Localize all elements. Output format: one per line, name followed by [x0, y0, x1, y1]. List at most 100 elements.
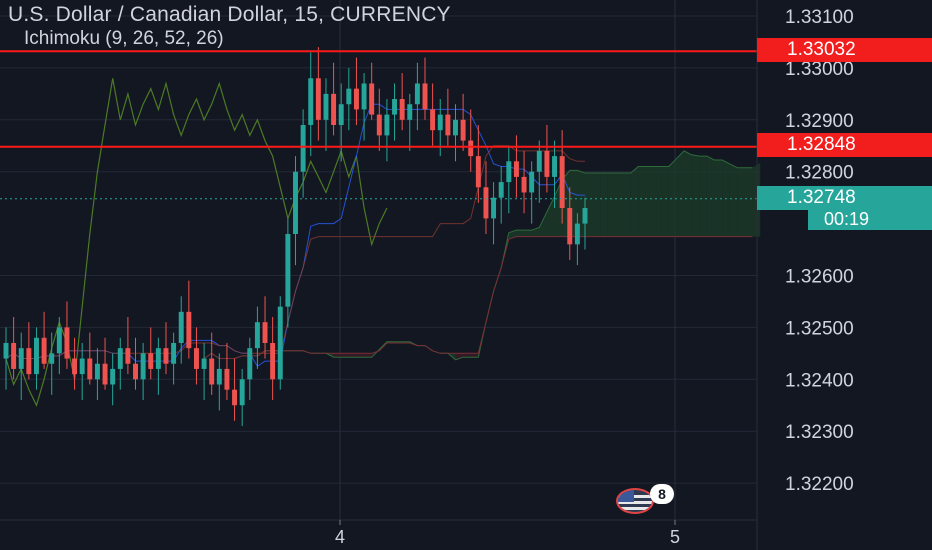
candle-body: [369, 83, 375, 115]
candle-body: [102, 363, 108, 385]
horizontal-lines[interactable]: [0, 50, 757, 200]
candle-body: [399, 99, 405, 120]
candle-body: [498, 182, 504, 198]
indicator-legend[interactable]: Ichimoku (9, 26, 52, 26): [24, 28, 224, 49]
candle: [521, 150, 527, 214]
candle-body: [87, 358, 93, 380]
candle-body: [232, 389, 238, 406]
candle-body: [506, 161, 512, 183]
candle: [133, 337, 138, 390]
kumo-segment: [684, 150, 692, 237]
candle-body: [224, 368, 230, 390]
kumo-segment: [348, 353, 357, 358]
candle-body: [445, 114, 451, 136]
kumo-segment: [630, 166, 639, 237]
candle-body: [193, 348, 199, 369]
candle: [64, 301, 70, 369]
candle: [33, 327, 39, 390]
kumo-segment: [676, 150, 685, 237]
price-tick-label: 1.32600: [785, 267, 854, 288]
candle: [430, 83, 436, 146]
price-tag-upper-line: 1.33032: [757, 38, 932, 62]
candle: [186, 280, 192, 359]
candle-body: [94, 363, 100, 380]
candle-body: [79, 358, 85, 375]
candle: [193, 327, 199, 385]
candle: [41, 311, 47, 369]
candle-body: [247, 348, 253, 380]
price-tag-last: 1.32748: [757, 186, 932, 210]
kumo-segment: [524, 230, 532, 237]
us-flag-icon: [616, 488, 654, 514]
candle-body: [483, 187, 489, 219]
candle-body: [178, 311, 184, 343]
kumo-segment: [539, 211, 547, 237]
chikou-span: [5, 78, 388, 407]
kumo-segment: [653, 166, 662, 237]
candle: [414, 62, 420, 131]
events-count: 8: [650, 484, 674, 504]
candle: [475, 124, 481, 203]
candle: [110, 353, 116, 406]
candle: [148, 327, 154, 380]
candle: [346, 67, 352, 131]
time-tick-label: 5: [670, 527, 680, 547]
candle: [369, 62, 375, 120]
candle-body: [209, 358, 215, 385]
candle: [338, 83, 344, 162]
candle: [513, 135, 519, 198]
candle: [392, 83, 398, 141]
candle-body: [300, 124, 306, 172]
candle: [529, 161, 535, 224]
candle: [460, 93, 466, 151]
events-badge[interactable]: 8: [610, 484, 690, 514]
candle: [308, 52, 314, 157]
kumo-segment: [463, 353, 471, 358]
candle: [163, 322, 169, 375]
candle-body: [72, 358, 78, 375]
candle-body: [33, 337, 39, 375]
kumo-segment: [607, 172, 616, 237]
candle-body: [414, 83, 420, 105]
candle-body: [140, 353, 146, 380]
candle-body: [544, 150, 550, 177]
time-tick-label: 4: [335, 527, 345, 547]
candle: [491, 182, 497, 245]
candle: [552, 140, 558, 209]
kumo-segment: [729, 163, 738, 237]
candle-body: [422, 83, 428, 110]
senkou-span-b: [203, 236, 753, 359]
candle-body: [529, 171, 535, 193]
candle: [79, 342, 85, 401]
candle: [407, 93, 413, 151]
candle: [209, 332, 215, 395]
candle-body: [308, 78, 314, 125]
candle-body: [270, 342, 276, 380]
chart-grid: [0, 0, 757, 520]
candle: [315, 47, 321, 141]
candle-body: [407, 104, 413, 120]
kumo-segment: [364, 353, 372, 358]
candle: [216, 353, 222, 411]
candle-body: [582, 208, 588, 224]
chart-title: U.S. Dollar / Canadian Dollar, 15, CURRE…: [8, 3, 451, 26]
candle-body: [18, 348, 24, 369]
candle-body: [49, 353, 55, 364]
candle-body: [125, 348, 131, 364]
candle: [232, 358, 238, 421]
price-axis[interactable]: 1.33100 1.33000 1.32900 1.32800 1.32600 1.325…: [756, 0, 854, 550]
kumo-segment: [623, 172, 631, 237]
candle: [293, 156, 298, 266]
kumo-segment: [744, 167, 753, 237]
price-tick-label: 1.32300: [785, 422, 854, 443]
candle-body: [453, 119, 458, 136]
candle: [56, 317, 62, 375]
kumo-segment: [333, 353, 342, 358]
kumo-segment: [585, 172, 593, 237]
candle-body: [171, 342, 177, 364]
candle: [140, 342, 146, 401]
candle-body: [346, 88, 352, 105]
kumo-segment: [691, 154, 700, 237]
